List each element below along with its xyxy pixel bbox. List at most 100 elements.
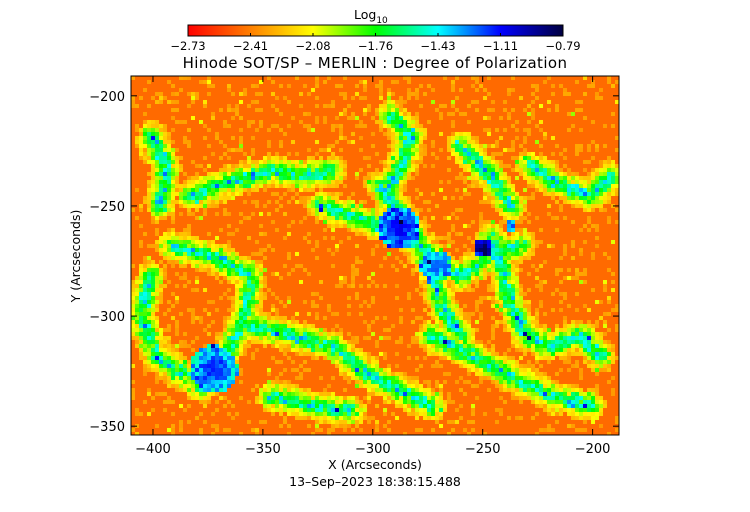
heatmap-cell	[551, 292, 555, 296]
heatmap-cell	[499, 284, 503, 288]
heatmap-cell	[523, 316, 527, 320]
heatmap-cell	[419, 240, 423, 244]
heatmap-cell	[163, 180, 167, 184]
heatmap-cell	[359, 148, 363, 152]
heatmap-cell	[207, 240, 211, 244]
heatmap-cell	[139, 264, 143, 268]
heatmap-cell	[215, 188, 219, 192]
heatmap-cell	[427, 324, 431, 328]
heatmap-cell	[379, 188, 383, 192]
heatmap-cell	[263, 384, 267, 388]
heatmap-cell	[355, 84, 359, 88]
heatmap-cell	[603, 180, 607, 184]
heatmap-cell	[231, 312, 235, 316]
heatmap-cell	[159, 296, 163, 300]
heatmap-cell	[451, 300, 455, 304]
heatmap-cell	[523, 196, 527, 200]
heatmap-cell	[363, 380, 367, 384]
heatmap-cell	[423, 228, 427, 232]
heatmap-cell	[535, 84, 539, 88]
heatmap-cell	[503, 248, 507, 252]
heatmap-cell	[155, 344, 159, 348]
heatmap-cell	[335, 164, 339, 168]
heatmap-cell	[267, 140, 271, 144]
heatmap-cell	[203, 248, 207, 252]
heatmap-cell	[467, 152, 471, 156]
heatmap-cell	[503, 312, 507, 316]
heatmap-cell	[175, 296, 179, 300]
heatmap-cell	[411, 204, 415, 208]
heatmap-cell	[427, 340, 431, 344]
heatmap-cell	[447, 272, 451, 276]
heatmap-cell	[347, 196, 351, 200]
heatmap-cell	[343, 92, 347, 96]
heatmap-cell	[195, 188, 199, 192]
heatmap-cell	[159, 352, 163, 356]
heatmap-cell	[231, 92, 235, 96]
heatmap-cell	[327, 340, 331, 344]
heatmap-cell	[191, 248, 195, 252]
heatmap-cell	[351, 276, 355, 280]
heatmap-cell	[215, 360, 219, 364]
heatmap-cell	[559, 192, 563, 196]
heatmap-cell	[391, 220, 395, 224]
heatmap-cell	[207, 200, 211, 204]
heatmap-cell	[199, 176, 203, 180]
heatmap-cell	[555, 180, 559, 184]
heatmap-cell	[447, 288, 451, 292]
heatmap-cell	[331, 348, 335, 352]
heatmap-cell	[611, 184, 615, 188]
heatmap-cell	[603, 324, 607, 328]
heatmap-cell	[455, 188, 459, 192]
heatmap-cell	[267, 168, 271, 172]
heatmap-cell	[219, 348, 223, 352]
heatmap-cell	[395, 100, 399, 104]
heatmap-cell	[203, 404, 207, 408]
heatmap-cell	[135, 324, 139, 328]
heatmap-cell	[223, 292, 227, 296]
heatmap-cell	[227, 352, 231, 356]
heatmap-cell	[487, 388, 491, 392]
heatmap-cell	[543, 328, 547, 332]
heatmap-cell	[187, 404, 191, 408]
heatmap-cell	[495, 360, 499, 364]
heatmap-cell	[355, 228, 359, 232]
heatmap-cell	[431, 388, 435, 392]
heatmap-cell	[471, 148, 475, 152]
heatmap-cell	[259, 180, 263, 184]
heatmap-cell	[187, 128, 191, 132]
heatmap-cell	[195, 364, 199, 368]
heatmap-cell	[275, 404, 279, 408]
heatmap-cell	[155, 392, 159, 396]
heatmap-cell	[159, 280, 163, 284]
heatmap-cell	[311, 176, 315, 180]
heatmap-cell	[163, 400, 167, 404]
heatmap-cell	[459, 288, 463, 292]
heatmap-cell	[535, 88, 539, 92]
heatmap-cell	[263, 404, 267, 408]
heatmap-cell	[603, 188, 607, 192]
heatmap-cell	[487, 224, 491, 228]
heatmap-cell	[511, 368, 515, 372]
heatmap-cell	[419, 400, 423, 404]
heatmap-cell	[239, 164, 243, 168]
heatmap-cell	[403, 216, 407, 220]
heatmap-cell	[519, 216, 523, 220]
heatmap-cell	[543, 280, 547, 284]
heatmap-cell	[543, 192, 547, 196]
heatmap-cell	[523, 300, 527, 304]
heatmap-cell	[279, 396, 283, 400]
heatmap-cell	[443, 324, 447, 328]
heatmap-cell	[347, 228, 351, 232]
heatmap-cell	[539, 168, 543, 172]
heatmap-cell	[415, 168, 419, 172]
heatmap-cell	[471, 352, 475, 356]
heatmap-cell	[143, 304, 147, 308]
heatmap-cell	[603, 124, 607, 128]
heatmap-cell	[359, 376, 363, 380]
heatmap-cell	[191, 204, 195, 208]
heatmap-cell	[391, 92, 395, 96]
heatmap-cell	[227, 324, 231, 328]
heatmap-cell	[327, 144, 331, 148]
heatmap-cell	[475, 152, 479, 156]
